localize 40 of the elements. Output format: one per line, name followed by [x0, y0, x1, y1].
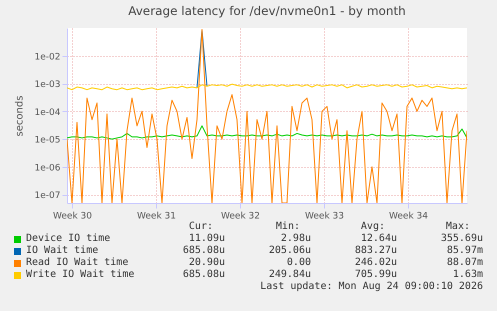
legend-label: Write IO Wait time — [26, 269, 134, 281]
x-tick-label: Week 34 — [389, 212, 428, 222]
y-tick-label: 1e-06 — [34, 163, 61, 174]
text: 883.27u — [354, 245, 397, 257]
line-series — [67, 29, 467, 203]
text: 88.07m — [446, 257, 483, 269]
y-tick-label: 1e-07 — [34, 191, 60, 202]
text: Avg: — [360, 221, 385, 233]
y-tick-label: 1e-04 — [34, 108, 61, 118]
text: Max: — [446, 221, 470, 233]
text: 11.09u — [188, 233, 225, 245]
legend-label: Read IO Wait time — [26, 257, 128, 269]
x-tick-label: Week 31 — [137, 212, 176, 222]
y-tick-label: 1e-05 — [34, 136, 60, 146]
text: 20.90u — [188, 257, 225, 269]
text: 0.00 — [286, 257, 311, 269]
y-tick-label: 1e-02 — [34, 52, 60, 62]
text: 1.63m — [452, 269, 483, 281]
x-tick-label: Week 32 — [221, 212, 260, 222]
legend-label: Device IO time — [26, 233, 110, 245]
text: 685.08u — [182, 269, 225, 281]
text: Min: — [276, 221, 300, 233]
text: 205.06u — [268, 245, 311, 257]
legend-label: IO Wait time — [26, 245, 98, 257]
text: 705.99u — [354, 269, 397, 281]
text: 2.98u — [280, 233, 311, 245]
x-tick-label: Week 30 — [53, 212, 92, 222]
text: 12.64u — [360, 233, 397, 245]
y-tick-label: 1e-03 — [34, 80, 60, 90]
text: 249.84u — [268, 269, 311, 281]
text: Cur: — [188, 221, 213, 233]
text: Last update: Mon Aug 24 09:00:10 2026 — [260, 281, 483, 293]
chart-title: Average latency for /dev/nvme0n1 - by month — [128, 4, 406, 18]
text: 355.69u — [440, 233, 483, 245]
text: 85.97m — [446, 245, 483, 257]
text: 246.02u — [354, 257, 397, 269]
text: 685.08u — [182, 245, 225, 257]
x-tick-label: Week 33 — [305, 212, 344, 222]
line-series — [67, 125, 467, 140]
y-axis-title: seconds — [14, 96, 26, 136]
